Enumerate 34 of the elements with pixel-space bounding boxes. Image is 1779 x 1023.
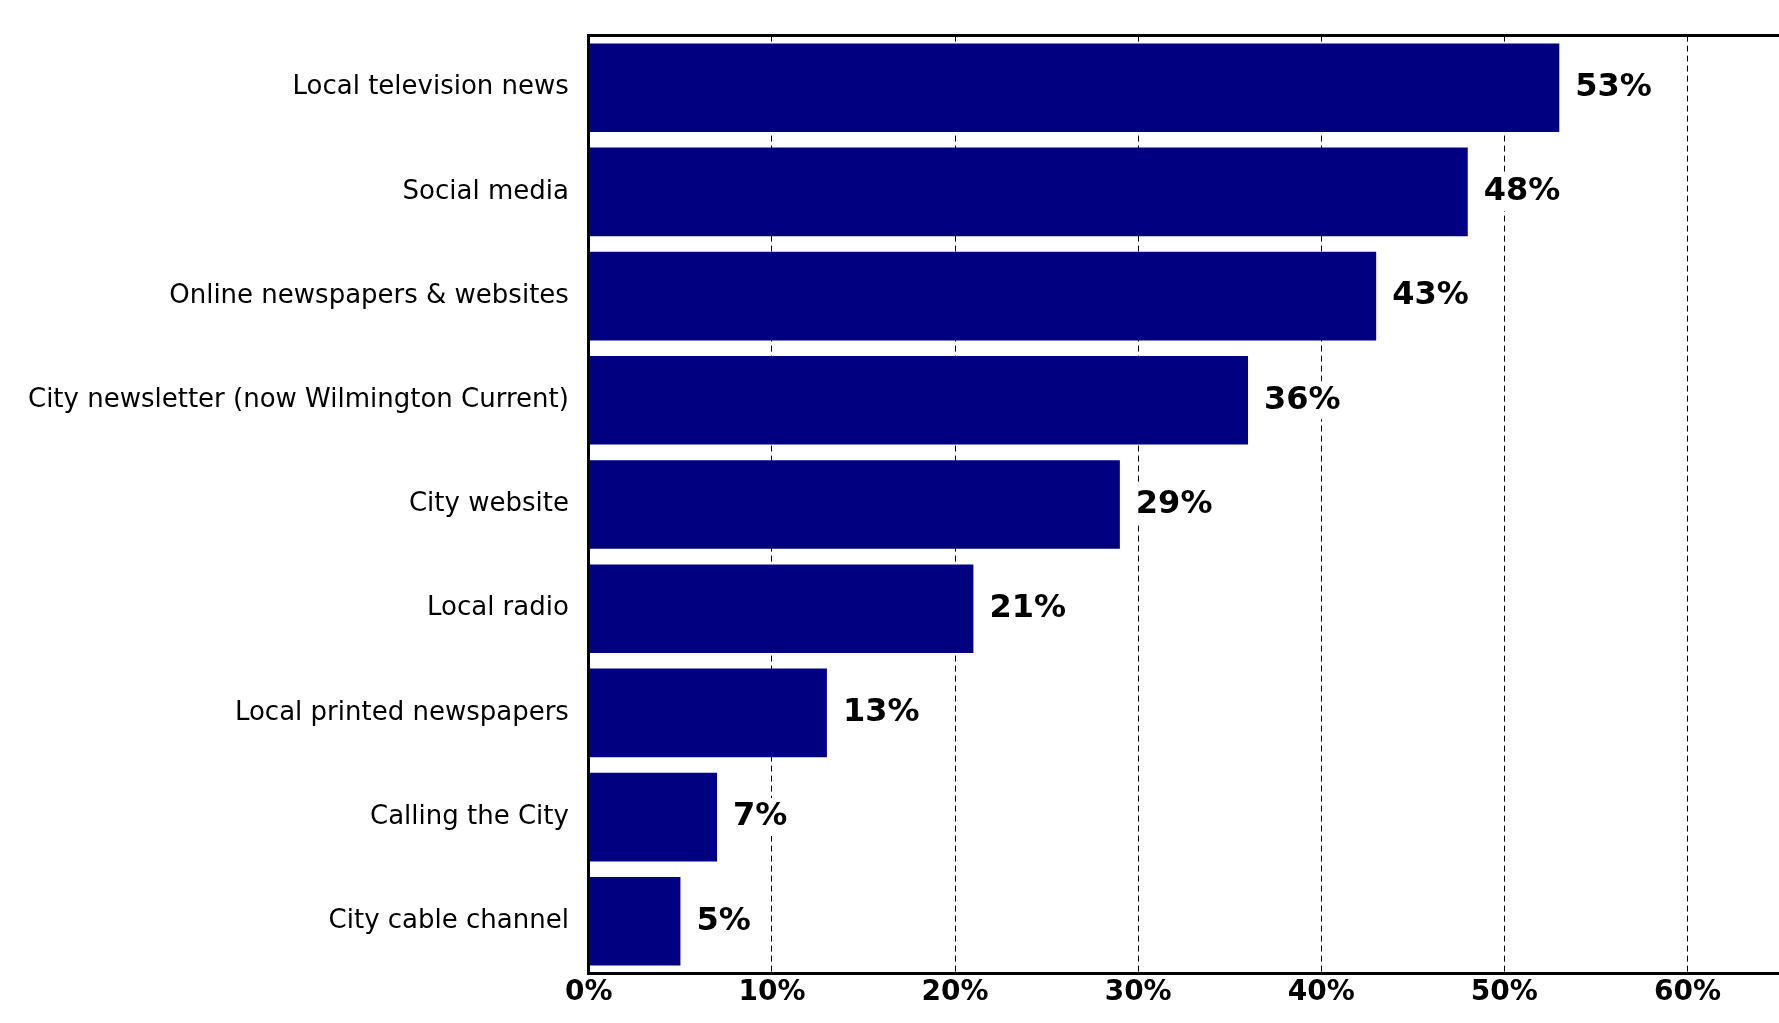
bar [589, 460, 1120, 549]
data-label: 5% [696, 899, 751, 938]
x-tick-label: 30% [1104, 974, 1172, 1008]
y-tick-label: Local television news [292, 70, 569, 101]
bar [589, 251, 1377, 341]
data-label: 53% [1575, 66, 1652, 105]
y-tick-label: Local printed newspapers [234, 695, 569, 726]
x-tick-label: 10% [738, 974, 806, 1008]
bar [589, 772, 718, 862]
bar [589, 43, 1560, 132]
x-tick-label: 60% [1653, 974, 1721, 1008]
data-label: 7% [733, 795, 788, 834]
bar [589, 564, 974, 653]
y-tick-label: Calling the City [369, 799, 569, 830]
bar [589, 877, 681, 966]
data-label: 13% [842, 691, 920, 730]
y-tick-label: Social media [402, 174, 569, 205]
y-tick-label: Local radio [426, 591, 569, 622]
data-label: 43% [1392, 274, 1469, 313]
x-tick-label: 50% [1470, 974, 1538, 1008]
bar [589, 356, 1249, 445]
bar [589, 668, 827, 758]
data-label: 48% [1483, 170, 1561, 209]
x-tick-label: 0% [565, 974, 613, 1008]
x-tick-label: 20% [921, 974, 989, 1008]
data-label: 36% [1264, 378, 1341, 417]
y-tick-label: City cable channel [328, 904, 569, 935]
y-tick-label: City website [408, 487, 569, 518]
y-tick-label: Online newspapers & websites [169, 278, 569, 309]
y-tick-label: City newsletter (now Wilmington Current) [27, 383, 569, 414]
data-label: 21% [989, 587, 1066, 626]
x-tick-label: 40% [1287, 974, 1355, 1008]
data-label: 29% [1135, 482, 1213, 521]
bar [589, 147, 1468, 237]
